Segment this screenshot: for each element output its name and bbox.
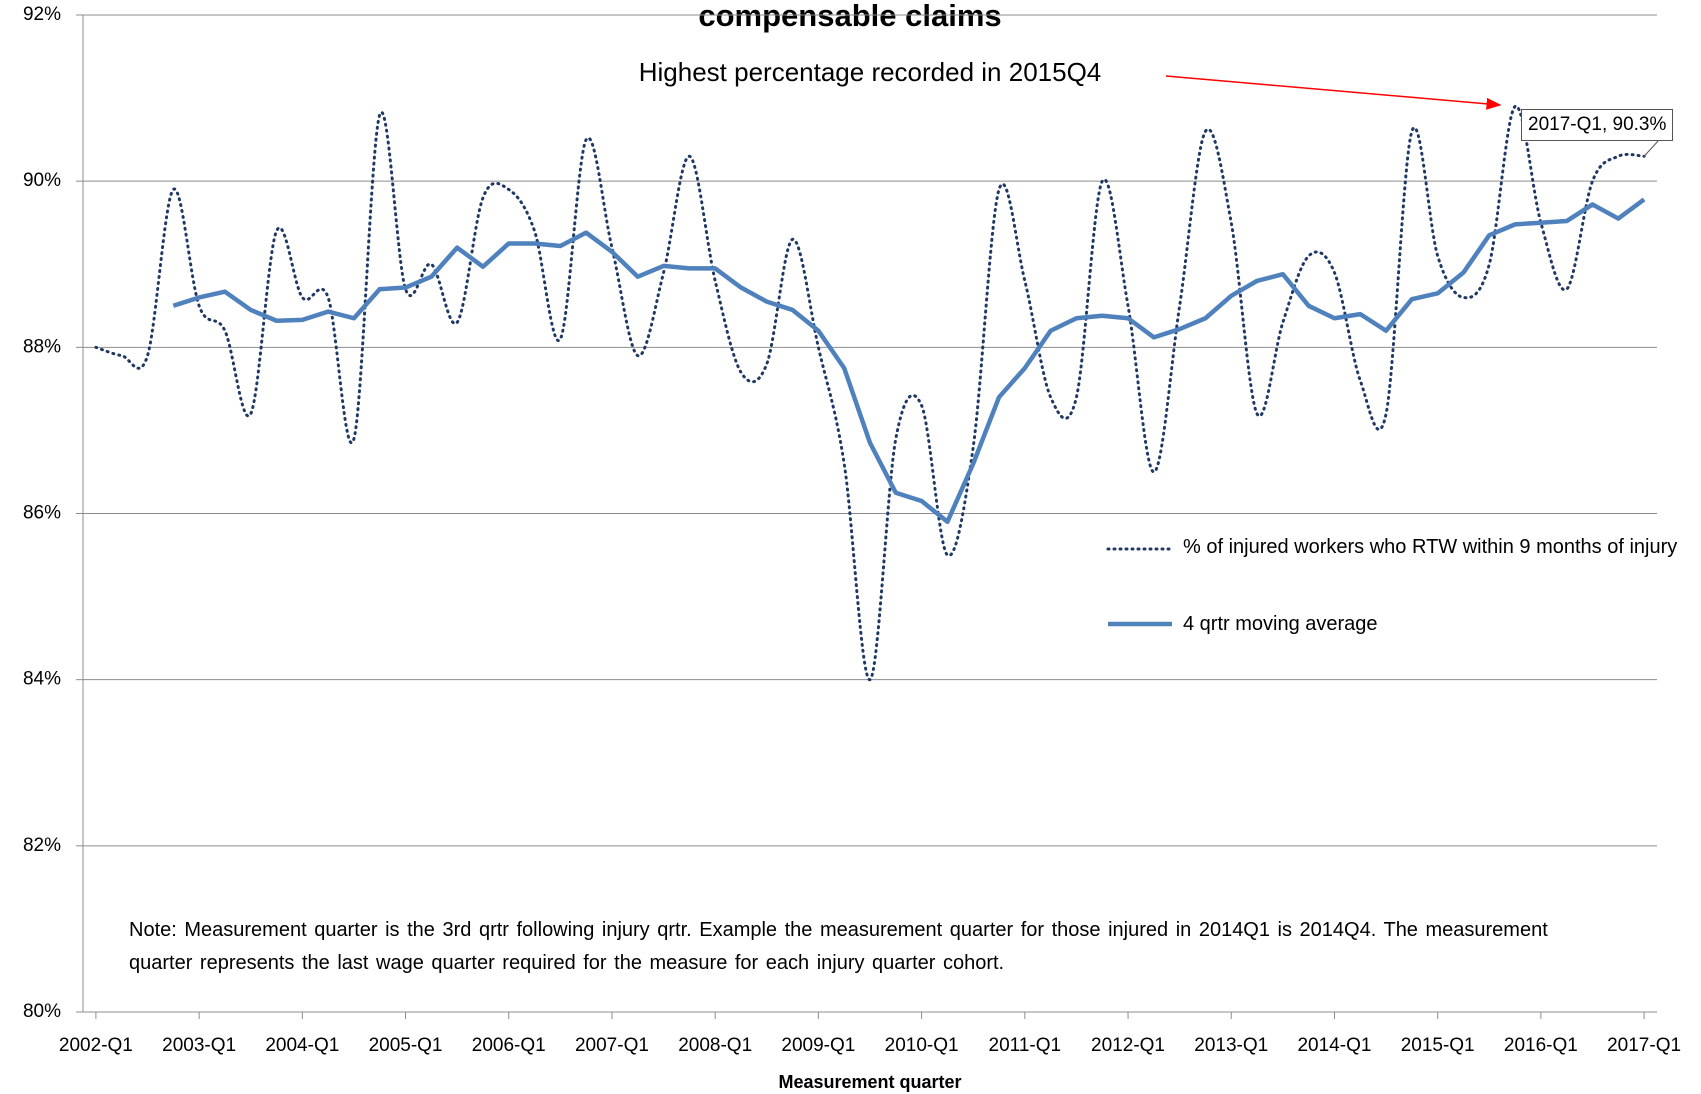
x-tick-label: 2006-Q1 <box>472 1035 546 1056</box>
y-tick-label: 86% <box>23 503 61 524</box>
y-tick-label: 84% <box>23 669 61 690</box>
series-line <box>172 197 1646 525</box>
point-label-leader <box>1643 140 1659 157</box>
y-tick-label: 80% <box>23 1001 61 1022</box>
note: Note: Measurement quarter is the 3rd qrt… <box>129 919 1548 974</box>
x-tick-label: 2003-Q1 <box>162 1035 236 1056</box>
y-tick-label: 88% <box>23 336 61 357</box>
x-tick-label: 2016-Q1 <box>1504 1035 1578 1056</box>
x-tick-label: 2009-Q1 <box>781 1035 855 1056</box>
y-tick-label: 92% <box>23 4 61 25</box>
x-tick-label: 2010-Q1 <box>885 1035 959 1056</box>
y-tick-label: 82% <box>23 835 61 856</box>
point-label: 2017-Q1, 90.3% <box>1521 109 1674 141</box>
x-tick-label: 2008-Q1 <box>678 1035 752 1056</box>
x-tick-label: 2007-Q1 <box>575 1035 649 1056</box>
x-tick-label: 2013-Q1 <box>1194 1035 1268 1056</box>
x-tick-label: 2014-Q1 <box>1297 1035 1371 1056</box>
x-tick-label: 2015-Q1 <box>1401 1035 1475 1056</box>
chart-title: compensable claims <box>698 0 1001 33</box>
x-tick-label: 2017-Q1 <box>1607 1035 1681 1056</box>
x-tick-label: 2002-Q1 <box>59 1035 133 1056</box>
series-line <box>94 104 1646 682</box>
x-tick-label: 2012-Q1 <box>1091 1035 1165 1056</box>
annotation: Highest percentage recorded in 2015Q4 <box>639 57 1102 87</box>
annotation-arrow <box>1165 75 1502 110</box>
x-tick-label: 2004-Q1 <box>265 1035 339 1056</box>
y-tick-label: 90% <box>23 170 61 191</box>
x-axis-label: Measurement quarter <box>778 1072 961 1092</box>
legend-label: % of injured workers who RTW within 9 mo… <box>1183 536 1678 558</box>
legend-label: 4 qrtr moving average <box>1183 613 1378 635</box>
x-tick-label: 2005-Q1 <box>369 1035 443 1056</box>
x-tick-label: 2011-Q1 <box>989 1035 1062 1056</box>
